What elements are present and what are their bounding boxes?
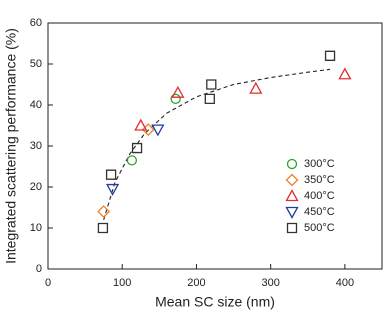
x-tick-label: 0 — [45, 277, 51, 289]
fit-curve — [103, 68, 331, 220]
y-tick-label: 50 — [30, 58, 42, 70]
data-point — [249, 81, 263, 94]
data-point — [105, 169, 117, 180]
legend-marker — [285, 189, 299, 202]
legend-label: 350°C — [304, 174, 335, 186]
data-point — [170, 93, 181, 104]
data-point — [126, 155, 138, 166]
legend-label: 500°C — [304, 222, 335, 234]
x-axis-title: Mean SC size (nm) — [155, 294, 275, 310]
data-point — [97, 222, 109, 234]
legend-label: 450°C — [304, 206, 335, 218]
x-tick-label: 300 — [261, 277, 279, 289]
y-tick-label: 10 — [30, 222, 42, 234]
data-point — [206, 79, 217, 90]
legend-label: 300°C — [304, 158, 335, 170]
data-point — [151, 124, 165, 137]
legend-marker — [285, 173, 299, 187]
legend-marker — [285, 206, 299, 219]
data-point — [338, 67, 352, 80]
data-point — [171, 85, 185, 98]
legend-marker — [286, 158, 298, 170]
y-tick-label: 60 — [30, 17, 42, 29]
x-tick-label: 400 — [336, 277, 354, 289]
y-tick-label: 0 — [36, 263, 42, 275]
y-tick-label: 40 — [30, 99, 42, 111]
data-point — [324, 50, 336, 61]
data-point — [134, 118, 148, 131]
data-point — [97, 205, 111, 219]
data-point — [204, 93, 215, 104]
data-point — [105, 183, 120, 196]
data-point — [131, 142, 143, 154]
x-tick-label: 100 — [113, 277, 131, 289]
y-tick-label: 20 — [30, 181, 42, 193]
legend-marker — [286, 222, 298, 234]
x-tick-label: 200 — [187, 277, 205, 289]
y-axis-title: Integrated scattering performance (%) — [3, 28, 19, 264]
y-tick-label: 30 — [30, 140, 42, 152]
legend-label: 400°C — [304, 190, 335, 202]
